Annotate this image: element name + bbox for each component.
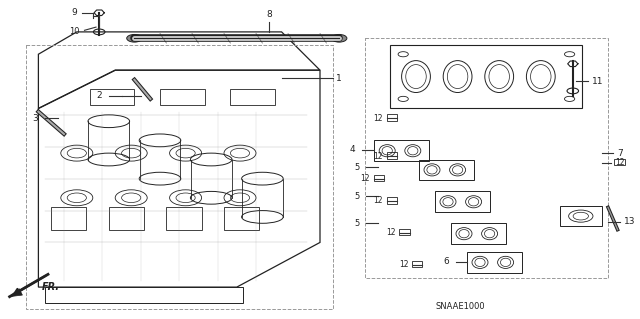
Text: 3: 3 — [33, 114, 38, 122]
Bar — [26, 45, 333, 309]
Bar — [419, 160, 474, 180]
Bar — [435, 191, 490, 212]
Bar — [387, 152, 397, 159]
Bar — [166, 207, 202, 230]
Bar — [374, 140, 429, 161]
Bar — [451, 223, 506, 244]
Text: 4: 4 — [349, 145, 355, 154]
Text: 12: 12 — [373, 114, 383, 122]
Circle shape — [127, 34, 142, 42]
Bar — [390, 45, 582, 108]
Text: 9: 9 — [71, 8, 77, 17]
Text: 12: 12 — [373, 197, 383, 205]
Text: SNAAE1000: SNAAE1000 — [436, 302, 486, 311]
Text: 5: 5 — [355, 219, 360, 228]
Polygon shape — [10, 289, 22, 297]
Text: 10: 10 — [70, 27, 80, 36]
Bar — [230, 89, 275, 105]
Bar — [412, 261, 422, 267]
Bar — [560, 206, 602, 226]
Text: 5: 5 — [355, 163, 360, 172]
Text: 5: 5 — [355, 192, 360, 201]
Bar — [109, 207, 144, 230]
Text: 8: 8 — [266, 10, 271, 19]
Bar — [387, 197, 397, 204]
Text: 2: 2 — [97, 91, 102, 100]
Bar — [387, 114, 397, 121]
Text: 13: 13 — [624, 217, 636, 226]
Bar — [365, 38, 608, 278]
Text: 12: 12 — [386, 228, 396, 237]
Text: 12: 12 — [360, 174, 370, 183]
Text: 6: 6 — [444, 257, 449, 266]
Bar — [467, 252, 522, 273]
Bar — [374, 175, 384, 181]
Bar — [160, 89, 205, 105]
Circle shape — [332, 34, 347, 42]
Bar — [224, 207, 259, 230]
Text: 12: 12 — [399, 260, 408, 269]
Bar — [51, 207, 86, 230]
Text: 11: 11 — [592, 77, 604, 86]
Text: 12: 12 — [616, 158, 625, 167]
Bar — [90, 89, 134, 105]
Bar — [614, 159, 625, 165]
Text: 12: 12 — [373, 152, 383, 161]
Text: 7: 7 — [618, 149, 623, 158]
Text: FR.: FR. — [42, 282, 60, 292]
Bar — [399, 229, 410, 235]
Text: 1: 1 — [336, 74, 342, 83]
